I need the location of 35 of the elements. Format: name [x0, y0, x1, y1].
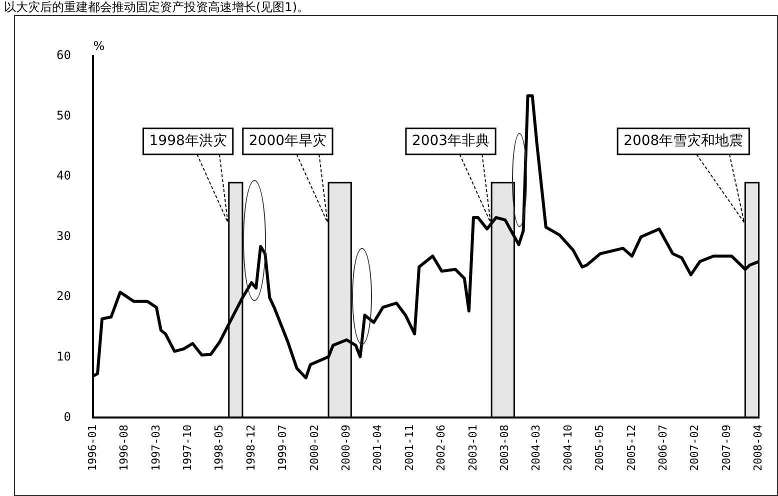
band-label: 2008年雪灾和地震	[624, 132, 744, 149]
x-tick-label: 1996-08	[118, 424, 131, 471]
x-tick-label: 2005-05	[593, 424, 606, 471]
x-tick-label: 2008-04	[752, 424, 765, 471]
x-tick-label: 1998-12	[244, 424, 258, 471]
band-label: 1998年洪灾	[149, 132, 227, 149]
x-tick-label: 2004-03	[530, 424, 543, 471]
x-tick-label: 2001-11	[402, 424, 416, 471]
x-tick-label: 1996-01	[86, 424, 99, 471]
y-axis-title: %	[93, 39, 105, 54]
y-tick-label: 0	[64, 410, 71, 424]
y-tick-label: 10	[56, 349, 71, 364]
x-tick-label: 1998-05	[212, 424, 226, 471]
x-tick-label: 2000-02	[308, 424, 321, 471]
x-tick-label: 2001-04	[371, 424, 384, 471]
x-tick-label: 2002-06	[434, 424, 448, 471]
x-tick-label: 2003-08	[498, 424, 512, 471]
y-tick-label: 30	[56, 228, 71, 243]
text: 以大灾后的重建都会推动固定资产投资高速增长(见图1)。	[4, 0, 309, 14]
x-tick-label: 2004-10	[561, 424, 574, 471]
x-tick-label: 2007-09	[720, 424, 733, 471]
x-tick-label: 1997-03	[149, 424, 162, 471]
x-tick-label: 2005-12	[624, 424, 638, 471]
x-tick-label: 2007-02	[688, 424, 702, 471]
band-label: 2000年旱灾	[248, 132, 327, 149]
x-tick-label: 1999-07	[276, 424, 290, 471]
y-tick-label: 50	[56, 108, 71, 122]
y-tick-label: 20	[56, 289, 71, 304]
y-tick-label: 40	[56, 168, 71, 183]
y-tick-label: 60	[56, 48, 71, 62]
x-tick-label: 2000-09	[339, 424, 352, 471]
x-tick-label: 2003-01	[466, 424, 480, 471]
band-label: 2003年非典	[412, 132, 490, 149]
x-tick-label: 2006-07	[656, 424, 670, 471]
x-tick-label: 1997-10	[180, 424, 194, 471]
